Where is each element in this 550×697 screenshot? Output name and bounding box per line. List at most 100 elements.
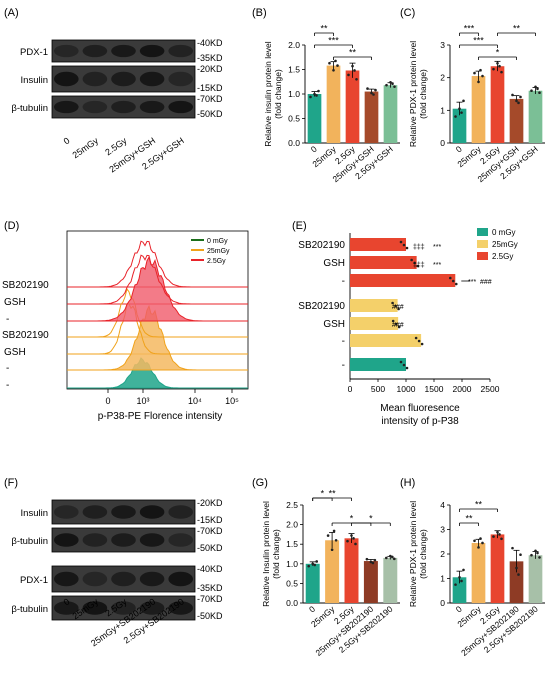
data-point [399,240,403,244]
y-tick-label: 0 [440,598,445,608]
blot-band [139,601,165,615]
y-tick-label: 1.0 [288,89,300,99]
y-tick-label: 0.0 [288,138,300,148]
e-sig: ### [480,279,492,286]
bar [350,358,406,371]
panel-e: (E) 0 mGy 25mGy 2.5Gy 0 500 1000 1500 2000 25… [292,220,518,427]
data-point [479,537,482,540]
blot-band [54,44,79,58]
hist-row-label: GSH [4,297,26,308]
y-tick-label: 2.0 [286,520,298,530]
bar [350,317,399,330]
y-tick-label: 2.0 [288,40,300,50]
e-row-label: - [342,360,345,371]
bar [509,98,524,143]
blot-marker: -70KD [197,94,223,104]
blot-marker: -35KD [197,53,223,63]
data-point [416,264,419,268]
panel-d-label: (D) [4,220,19,232]
blot-marker: -35KD [197,583,223,593]
sig-label: * [369,514,373,524]
blot-lane-label: 0 [62,596,72,607]
data-point [371,561,375,565]
legend-swatch-25mgy [477,240,488,248]
sig-label: ** [513,24,521,34]
blot-band [139,100,165,114]
data-point [336,64,339,67]
blot-band [54,571,79,587]
blot-marker: -50KD [197,543,223,553]
data-point [481,541,484,545]
data-point [477,80,480,84]
blot-band [54,505,79,519]
e-x-title-line2: intensity of p-P38 [381,416,459,427]
data-point [515,566,518,570]
data-point [473,71,476,75]
hist-trace-25mgy [67,304,248,371]
data-point [536,551,539,555]
data-point [394,322,398,326]
x-tick-label: 2500 [481,384,500,394]
sig-label: *** [328,36,339,46]
legend-swatch-2.5gy [477,252,488,260]
panel-f-label: (F) [4,477,18,489]
bar [490,66,505,143]
bar [305,563,320,603]
data-point [307,564,311,568]
data-point [389,554,392,558]
hist-row-label: - [6,363,9,374]
data-point [530,553,533,557]
legend-label-25mgy: 25mGy [492,240,518,249]
data-point [370,91,373,95]
chart-h: 01234025mGy2.5Gy25mGy+SB2021902.5Gy+SB20… [400,477,545,658]
y-axis-title-line2: (fold change) [273,69,283,119]
data-point [354,542,357,546]
blot-band [168,601,193,615]
data-point [534,549,537,553]
data-point [414,336,418,340]
e-row-label: - [342,336,345,347]
data-point [498,533,501,536]
data-point [458,107,461,110]
blot-band [168,44,193,58]
chart-g: 0.00.51.01.52.02.5025mGy2.5Gy25mGy+SB202… [252,477,400,658]
data-point [405,366,409,370]
hist-trace-2.5gy [67,255,248,322]
blot-row-label: PDX-1 [20,575,48,586]
data-point [389,80,392,84]
data-point [498,64,501,68]
y-tick-label: 3 [440,40,445,50]
chart-c: 0123025mGy2.5Gy25mGy+GSH2.5Gy+GSHRelativ… [400,7,545,184]
blot-band [139,571,165,587]
bar [528,90,543,143]
data-point [479,68,482,72]
sig-label: *** [473,36,484,46]
panel-a-blots: PDX-1 -40KD -35KD Insulin -20KD -15KD β-tubuli… [11,38,223,174]
e-sig: *** [468,279,476,286]
chart-b: 0.00.51.01.52.0025mGy2.5Gy25mGy+GSH2.5Gy… [252,7,400,184]
blot-band [82,505,108,519]
blot-band [111,505,136,519]
blot-band [111,533,136,547]
y-axis-title-line2: (fold change) [418,529,428,579]
bar [471,542,486,603]
data-point [385,556,388,560]
data-point [332,529,336,533]
data-point [462,568,465,572]
y-axis-title: Relative insulin protein level [263,41,273,146]
sig-label: ** [320,24,328,34]
data-point [394,304,397,308]
bar [345,70,360,143]
bar [350,274,456,287]
x-tick-label: 0 [348,384,353,394]
data-point [353,69,356,72]
blot-row-label: Insulin [21,75,48,86]
data-point [351,64,354,68]
blot-marker: -70KD [197,526,223,536]
data-point [393,85,396,88]
panel-f: (F) Insulin -20KD -15KD β-tubulin -70KD -50KD… [4,477,223,648]
data-point [519,553,522,557]
bar [471,76,486,143]
data-point [454,282,458,286]
